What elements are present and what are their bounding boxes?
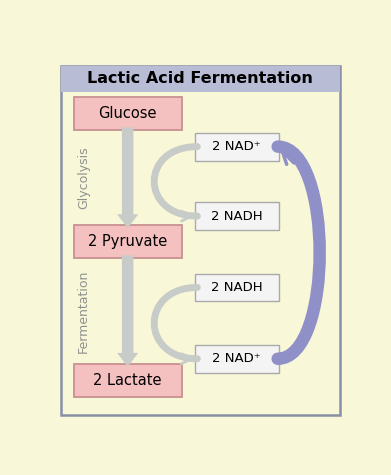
Polygon shape [117,127,138,228]
FancyBboxPatch shape [195,274,278,301]
Text: Lactic Acid Fermentation: Lactic Acid Fermentation [88,71,313,85]
Polygon shape [117,255,138,367]
FancyBboxPatch shape [195,133,278,161]
FancyBboxPatch shape [61,66,340,416]
Text: Fermentation: Fermentation [77,269,90,353]
Text: 2 NADH: 2 NADH [211,209,263,223]
Text: 2 NAD⁺: 2 NAD⁺ [212,352,261,365]
FancyBboxPatch shape [74,97,181,130]
FancyBboxPatch shape [74,364,181,397]
FancyBboxPatch shape [195,202,278,230]
Text: Glycolysis: Glycolysis [77,146,90,209]
FancyBboxPatch shape [61,66,340,92]
Text: 2 Lactate: 2 Lactate [93,373,162,388]
Text: Glucose: Glucose [99,106,157,121]
Text: 2 Pyruvate: 2 Pyruvate [88,234,167,249]
Text: 2 NADH: 2 NADH [211,281,263,294]
FancyBboxPatch shape [195,345,278,373]
FancyBboxPatch shape [74,225,181,258]
Text: 2 NAD⁺: 2 NAD⁺ [212,140,261,153]
